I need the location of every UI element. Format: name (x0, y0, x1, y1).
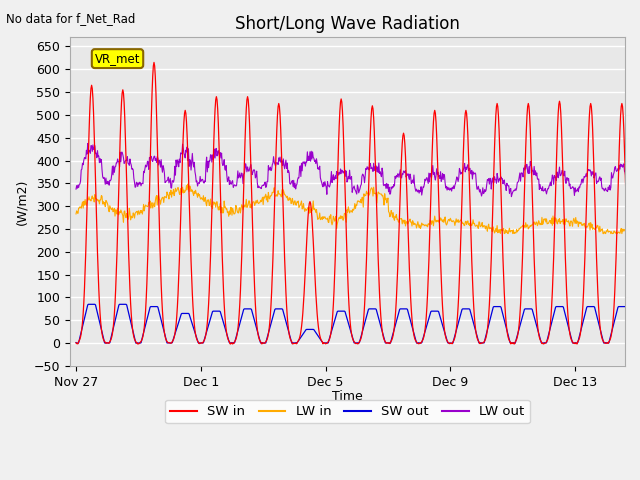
Text: No data for f_Net_Rad: No data for f_Net_Rad (6, 12, 136, 25)
Y-axis label: (W/m2): (W/m2) (15, 179, 28, 225)
Legend: SW in, LW in, SW out, LW out: SW in, LW in, SW out, LW out (165, 400, 529, 423)
X-axis label: Time: Time (332, 390, 363, 403)
Text: VR_met: VR_met (95, 52, 140, 65)
Title: Short/Long Wave Radiation: Short/Long Wave Radiation (235, 15, 460, 33)
